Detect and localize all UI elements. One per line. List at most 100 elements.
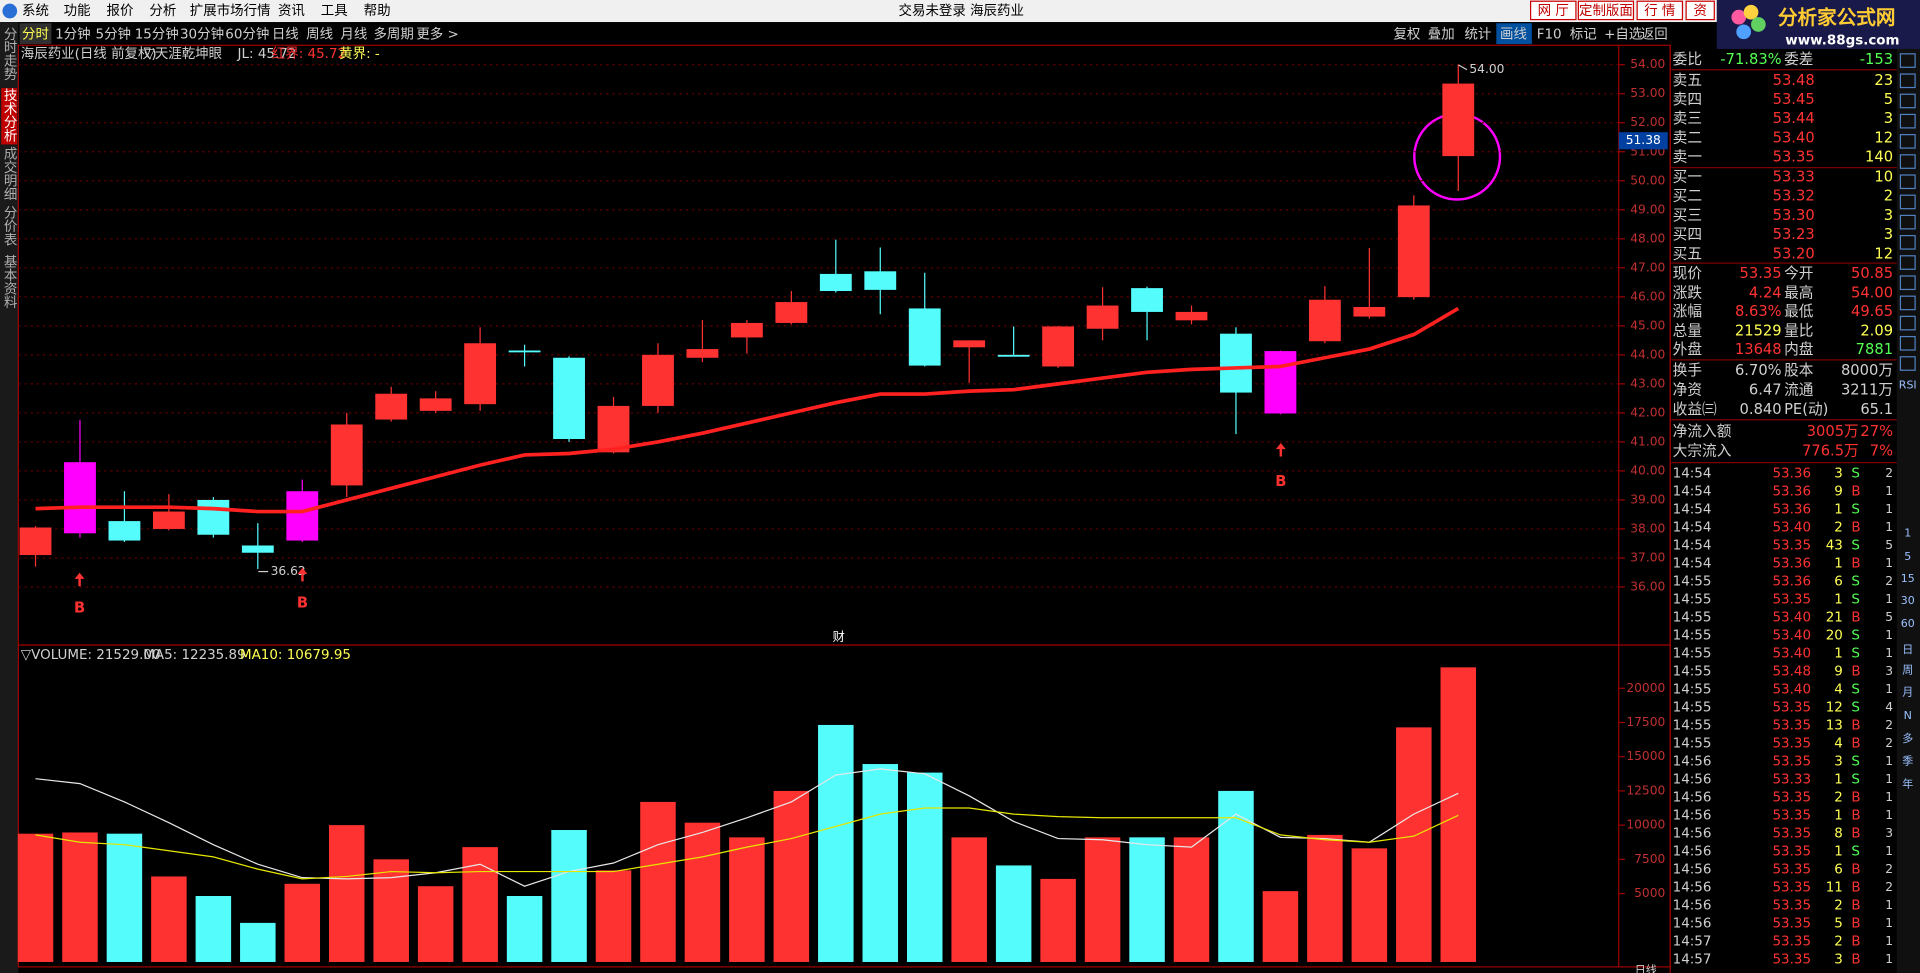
candle-body <box>508 350 541 353</box>
toolbar-button[interactable]: 日 <box>1902 643 1913 656</box>
menu-item[interactable]: 资讯 <box>278 3 305 19</box>
toolbar-button[interactable]: 季 <box>1902 754 1913 767</box>
toolbar-icon[interactable] <box>1899 335 1916 351</box>
candle-body <box>64 462 96 534</box>
menu-item[interactable]: 功能 <box>64 3 91 19</box>
trade-price: 53.35 <box>1772 880 1811 895</box>
volume-ma5 <box>35 768 1459 887</box>
volume-header: ▽VOLUME: 21529.00 <box>21 648 161 663</box>
top-button-label[interactable]: 定制版面 <box>1579 3 1633 19</box>
trade-count: 1 <box>1885 646 1893 660</box>
trade-count: 5 <box>1885 610 1893 624</box>
left-tab[interactable]: 基本资料 <box>1 253 18 308</box>
book-label: 卖三 <box>1673 110 1702 127</box>
tool-button[interactable]: 叠加 <box>1428 26 1455 42</box>
book-price: 53.23 <box>1773 226 1815 243</box>
period-tab[interactable]: 15分钟 <box>135 25 179 42</box>
trade-volume: 20 <box>1826 629 1843 644</box>
toolbar-button[interactable]: 月 <box>1902 686 1913 699</box>
volume-bar <box>195 896 232 962</box>
toolbar-icon[interactable] <box>1899 214 1916 230</box>
toolbar-icon[interactable] <box>1899 194 1916 210</box>
left-tab[interactable]: 分价表 <box>1 205 18 246</box>
trade-time: 14:57 <box>1673 934 1712 949</box>
toolbar-icon[interactable] <box>1899 53 1916 68</box>
trade-side: B <box>1851 665 1860 680</box>
toolbar-icon[interactable] <box>1899 113 1916 129</box>
tool-button[interactable]: +自选 <box>1604 26 1642 42</box>
y-tick-label: 42.00 <box>1630 405 1665 419</box>
trade-side: S <box>1851 683 1860 698</box>
menu-item[interactable]: 系统 <box>22 3 49 19</box>
top-button-label[interactable]: 网 厅 <box>1538 4 1569 19</box>
menu-item[interactable]: 扩展市场行情 <box>190 2 271 19</box>
period-tab[interactable]: 30分钟 <box>180 25 224 42</box>
flow-label: 大宗流入 <box>1673 442 1732 460</box>
menu-item[interactable]: 分析 <box>149 3 176 19</box>
left-tab[interactable]: 技术分析 <box>1 88 18 142</box>
book-volume: 23 <box>1874 72 1893 89</box>
toolbar-icon[interactable] <box>1899 134 1916 149</box>
tool-button[interactable]: 复权 <box>1393 25 1420 42</box>
tool-button[interactable]: 返回 <box>1641 26 1668 42</box>
toolbar-icon[interactable] <box>1899 174 1916 190</box>
toolbar-icon[interactable] <box>1899 93 1916 109</box>
volume-bar <box>1218 790 1254 962</box>
toolbar-button[interactable]: 5 <box>1904 550 1911 563</box>
top-button[interactable] <box>1577 0 1635 21</box>
toolbar-icon[interactable] <box>1899 315 1916 331</box>
top-button-label[interactable]: 行 情 <box>1644 3 1675 19</box>
toolbar-button[interactable]: 15 <box>1901 572 1915 585</box>
menu-item[interactable]: 工具 <box>321 4 348 19</box>
toolbar-icon[interactable] <box>1899 255 1916 270</box>
period-tab[interactable]: 周线 <box>306 26 333 42</box>
menu-bar <box>0 0 1920 23</box>
period-tab[interactable]: 日线 <box>272 26 299 42</box>
period-tab[interactable]: 更多 > <box>416 25 458 42</box>
menu-item[interactable]: 帮助 <box>364 3 391 19</box>
tool-button[interactable]: 画线 <box>1500 26 1527 42</box>
toolbar-button[interactable]: 30 <box>1901 594 1915 607</box>
trade-price: 53.36 <box>1772 485 1811 500</box>
tool-button[interactable]: F10 <box>1537 27 1562 42</box>
tool-button[interactable]: 标记 <box>1570 26 1597 42</box>
toolbar-icon[interactable] <box>1899 73 1916 89</box>
toolbar-icon[interactable] <box>1899 356 1916 371</box>
chart-header: 红界: 45.72 <box>272 46 346 62</box>
candle-body <box>152 511 185 529</box>
toolbar-icon[interactable] <box>1899 154 1916 169</box>
book-volume: 5 <box>1884 91 1893 108</box>
toolbar-button[interactable]: 周 <box>1902 664 1913 677</box>
top-button[interactable] <box>1530 0 1577 21</box>
toolbar-button[interactable]: N <box>1904 709 1912 722</box>
toolbar-button[interactable]: 多 <box>1902 731 1913 745</box>
trade-volume: 9 <box>1834 665 1843 680</box>
y-tick-label: 17500 <box>1626 715 1665 729</box>
book-price: 53.40 <box>1773 129 1815 146</box>
top-button[interactable] <box>1636 0 1684 21</box>
period-tab[interactable]: 分时 <box>22 26 49 42</box>
menu-item[interactable]: 报价 <box>107 3 134 19</box>
tool-button[interactable]: 统计 <box>1464 26 1491 42</box>
top-button-label[interactable]: 资 <box>1693 3 1706 19</box>
period-tab[interactable]: 多周期 <box>373 25 413 42</box>
book-label: 卖二 <box>1673 129 1702 146</box>
period-tab[interactable]: 月线 <box>340 26 367 42</box>
toolbar-button[interactable]: 60 <box>1901 617 1915 630</box>
period-tab[interactable]: 5分钟 <box>96 25 131 42</box>
toolbar-button[interactable]: 1 <box>1904 527 1911 540</box>
period-tab[interactable]: 1分钟 <box>55 25 90 42</box>
left-tab[interactable]: 成交明细 <box>1 147 18 201</box>
stat-value: 53.35 <box>1740 265 1782 282</box>
trade-time: 14:54 <box>1673 467 1712 482</box>
toolbar-icon[interactable] <box>1899 234 1916 250</box>
annotation: 财 <box>833 630 845 644</box>
toolbar-button[interactable]: 年 <box>1902 777 1913 791</box>
left-tab[interactable]: 分时走势 <box>1 27 18 82</box>
toolbar-icon[interactable] <box>1899 295 1916 311</box>
toolbar-button[interactable]: RSI <box>1899 379 1917 392</box>
toolbar-icon[interactable] <box>1899 275 1916 291</box>
period-tab[interactable]: 60分钟 <box>225 25 269 42</box>
volume-bar <box>1396 727 1432 962</box>
top-button[interactable] <box>1685 0 1715 21</box>
